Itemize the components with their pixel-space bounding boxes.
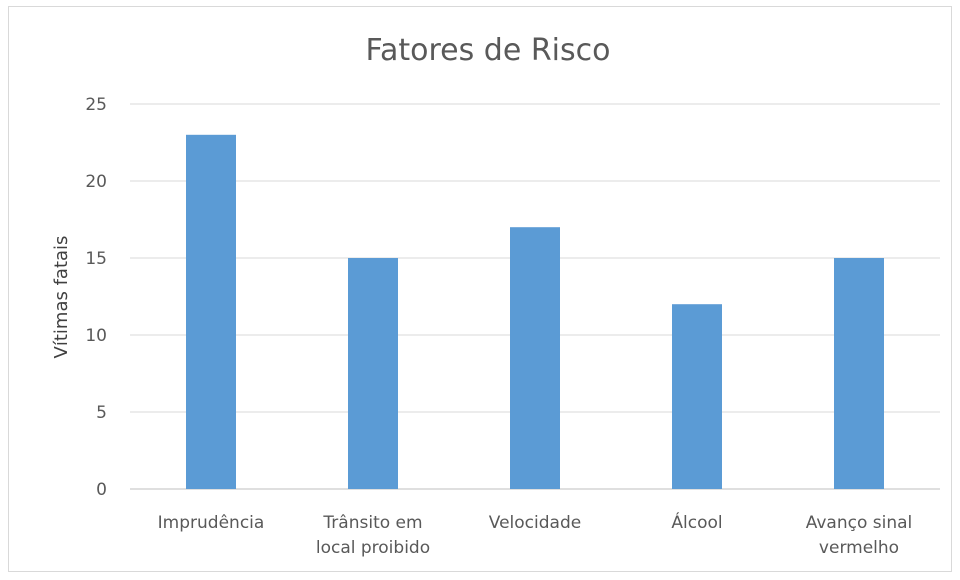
bar bbox=[510, 227, 560, 489]
bar bbox=[348, 258, 398, 489]
y-axis-title: Vítimas fatais bbox=[51, 236, 72, 359]
chart-title: Fatores de Risco bbox=[366, 33, 611, 68]
y-tick-label: 15 bbox=[85, 249, 107, 269]
x-tick-label: Trânsito em local proibido bbox=[316, 513, 430, 558]
bar bbox=[834, 258, 884, 489]
x-tick-label: Velocidade bbox=[489, 513, 581, 533]
x-tick-label-line: Imprudência bbox=[158, 513, 265, 533]
y-tick-label: 5 bbox=[96, 403, 107, 423]
y-tick-label: 10 bbox=[85, 326, 107, 346]
x-tick-label-line: Velocidade bbox=[489, 513, 581, 533]
bars bbox=[186, 134, 884, 490]
gridlines bbox=[130, 103, 940, 490]
x-tick-label-line: local proibido bbox=[316, 538, 430, 558]
bar bbox=[672, 304, 722, 489]
x-tick-label: Imprudência bbox=[158, 513, 265, 533]
x-axis-ticks: Imprudência Trânsito em local proibido Velo… bbox=[158, 511, 913, 558]
y-tick-label: 0 bbox=[96, 480, 107, 500]
x-tick-label: Álcool bbox=[671, 511, 722, 533]
x-tick-label-line: Álcool bbox=[671, 511, 722, 533]
x-tick-label-line: Avanço sinal bbox=[806, 513, 913, 533]
chart-frame bbox=[8, 6, 952, 572]
x-tick-label-line: Trânsito em bbox=[322, 513, 422, 533]
x-tick-label: Avanço sinal vermelho bbox=[806, 513, 913, 558]
y-tick-label: 20 bbox=[85, 172, 107, 192]
y-tick-label: 25 bbox=[85, 95, 107, 115]
x-tick-label-line: vermelho bbox=[819, 538, 899, 558]
y-axis-ticks: 0 5 10 15 20 25 bbox=[85, 95, 107, 500]
bar bbox=[186, 134, 236, 490]
